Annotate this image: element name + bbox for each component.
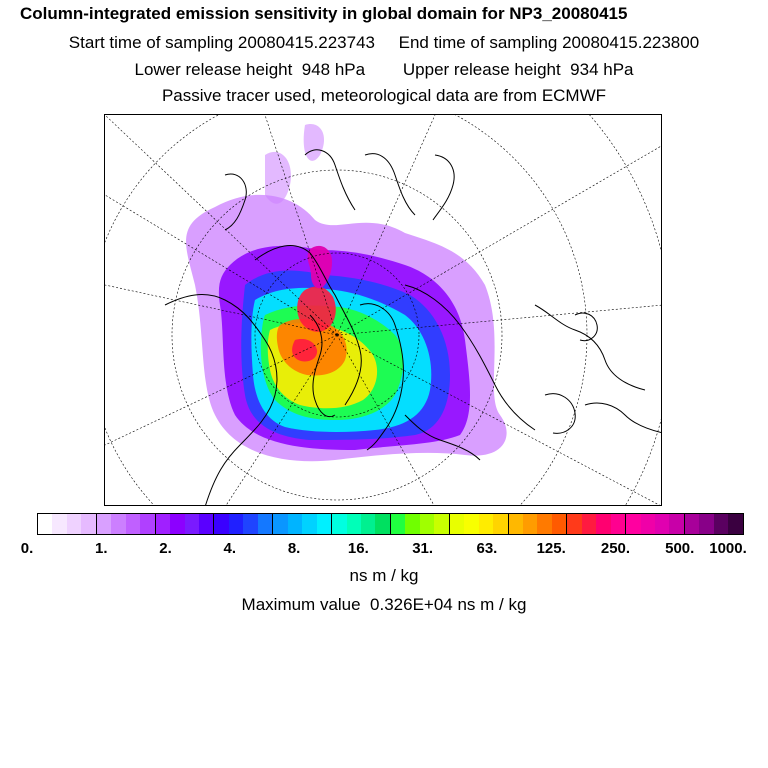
colorbar-swatch bbox=[522, 514, 538, 534]
plume-red bbox=[292, 286, 336, 362]
colorbar-swatch bbox=[610, 514, 626, 534]
colorbar-swatch bbox=[287, 514, 303, 534]
colorbar-swatch bbox=[52, 514, 67, 534]
colorbar-swatch bbox=[302, 514, 317, 534]
colorbar-swatch bbox=[537, 514, 552, 534]
colorbar-swatch bbox=[125, 514, 141, 534]
colorbar-swatch bbox=[331, 514, 347, 534]
colorbar-swatch bbox=[669, 514, 684, 534]
colorbar-tick-label: 16. bbox=[347, 540, 369, 557]
colorbar-swatch bbox=[170, 514, 185, 534]
colorbar-tick-label: 1000. bbox=[709, 540, 747, 557]
colorbar-swatch bbox=[243, 514, 258, 534]
map-title: Column-integrated emission sensitivity i… bbox=[20, 4, 628, 23]
coastlines bbox=[164, 149, 661, 505]
colorbar-tick-label: 250. bbox=[600, 540, 631, 557]
colorbar-swatch bbox=[493, 514, 508, 534]
colorbar-tick-label: 1. bbox=[95, 540, 108, 557]
map-panel bbox=[104, 114, 662, 506]
graticule bbox=[105, 115, 661, 505]
colorbar-tick-label: 31. bbox=[412, 540, 434, 557]
colorbar-swatch bbox=[699, 514, 714, 534]
colorbar-swatch bbox=[581, 514, 597, 534]
colorbar-swatch bbox=[140, 514, 155, 534]
colorbar-swatch bbox=[375, 514, 390, 534]
colorbar-swatch bbox=[81, 514, 96, 534]
colorbar-swatch bbox=[228, 514, 244, 534]
colorbar-swatch bbox=[419, 514, 435, 534]
colorbar-swatch bbox=[184, 514, 199, 534]
colorbar-swatch bbox=[346, 514, 361, 534]
colorbar-swatch bbox=[272, 514, 288, 534]
colorbar-swatch bbox=[728, 514, 743, 534]
colorbar-swatch bbox=[38, 514, 53, 534]
sensitivity-map bbox=[105, 115, 661, 505]
colorbar-swatch bbox=[640, 514, 656, 534]
colorbar-swatch bbox=[389, 514, 406, 534]
release-height-line: Lower release height 948 hPa Upper relea… bbox=[134, 60, 634, 79]
colorbar-swatch bbox=[198, 514, 214, 534]
colorbar-tick-label: 63. bbox=[476, 540, 498, 557]
colorbar-tick-label: 8. bbox=[287, 540, 301, 557]
colorbar-tick-label: 125. bbox=[536, 540, 566, 557]
colorbar-swatch bbox=[111, 514, 126, 534]
colorbar-swatch bbox=[434, 514, 449, 534]
colorbar-swatch bbox=[405, 514, 420, 534]
sampling-time-line: Start time of sampling 20080415.223743 E… bbox=[68, 33, 700, 52]
colorbar-tick-label: 0. bbox=[20, 540, 34, 557]
colorbar-swatch bbox=[316, 514, 332, 534]
colorbar-swatch bbox=[683, 514, 700, 534]
colorbar-swatch bbox=[566, 514, 582, 534]
colorbar-swatch bbox=[507, 514, 523, 534]
colorbar-swatch bbox=[625, 514, 641, 534]
colorbar-swatch bbox=[713, 514, 729, 534]
colorbar-swatch bbox=[464, 514, 479, 534]
colorbar-swatch bbox=[551, 514, 567, 534]
sensitivity-plume bbox=[186, 124, 507, 462]
colorbar-swatch bbox=[596, 514, 611, 534]
maximum-value-label: Maximum value 0.326E+04 ns m / kg bbox=[241, 595, 527, 614]
colorbar-swatch bbox=[154, 514, 171, 534]
colorbar-swatch bbox=[213, 514, 229, 534]
colorbar-swatch bbox=[448, 514, 465, 534]
colorbar-swatch bbox=[655, 514, 670, 534]
colorbar-swatch bbox=[66, 514, 82, 534]
plume-outer-wisps bbox=[265, 124, 325, 204]
colorbar bbox=[37, 513, 744, 535]
tracer-info-line: Passive tracer used, meteorological data… bbox=[161, 86, 607, 105]
colorbar-tick-label: 2. bbox=[159, 540, 172, 557]
colorbar-tick-label: 500. bbox=[665, 540, 695, 557]
colorbar-swatch bbox=[257, 514, 273, 534]
colorbar-swatch bbox=[360, 514, 376, 534]
colorbar-units: ns m / kg bbox=[349, 566, 419, 585]
colorbar-swatch bbox=[95, 514, 112, 534]
colorbar-tick-label: 4. bbox=[223, 540, 237, 557]
colorbar-swatch bbox=[478, 514, 494, 534]
